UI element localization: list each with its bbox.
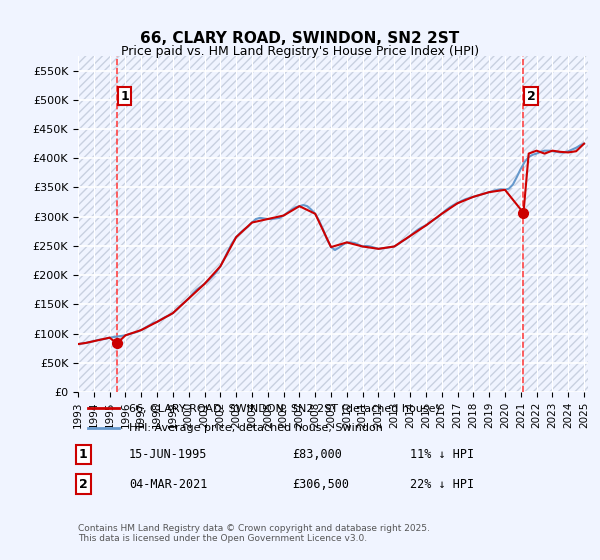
Text: 2: 2 bbox=[79, 478, 88, 491]
Text: 11% ↓ HPI: 11% ↓ HPI bbox=[409, 448, 473, 461]
Text: 66, CLARY ROAD, SWINDON, SN2 2ST (detached house): 66, CLARY ROAD, SWINDON, SN2 2ST (detach… bbox=[129, 403, 440, 413]
Text: 04-MAR-2021: 04-MAR-2021 bbox=[129, 478, 208, 491]
Text: 22% ↓ HPI: 22% ↓ HPI bbox=[409, 478, 473, 491]
Text: 66, CLARY ROAD, SWINDON, SN2 2ST: 66, CLARY ROAD, SWINDON, SN2 2ST bbox=[140, 31, 460, 46]
Text: 2: 2 bbox=[527, 90, 535, 103]
Text: £83,000: £83,000 bbox=[292, 448, 342, 461]
Text: 1: 1 bbox=[79, 448, 88, 461]
Text: Contains HM Land Registry data © Crown copyright and database right 2025.
This d: Contains HM Land Registry data © Crown c… bbox=[78, 524, 430, 543]
Text: 15-JUN-1995: 15-JUN-1995 bbox=[129, 448, 208, 461]
Text: £306,500: £306,500 bbox=[292, 478, 349, 491]
Text: 1: 1 bbox=[120, 90, 129, 103]
Text: Price paid vs. HM Land Registry's House Price Index (HPI): Price paid vs. HM Land Registry's House … bbox=[121, 45, 479, 58]
Text: HPI: Average price, detached house, Swindon: HPI: Average price, detached house, Swin… bbox=[129, 423, 383, 433]
